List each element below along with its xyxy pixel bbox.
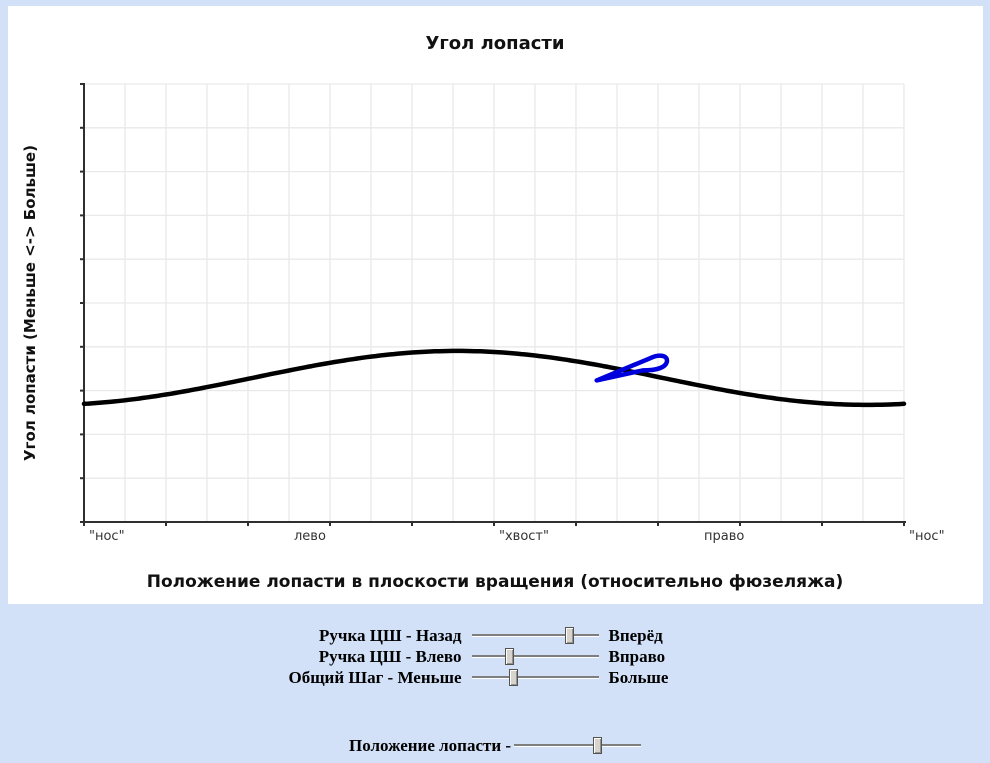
x-tick-label: лево bbox=[294, 529, 326, 544]
blade-angle-chart: "нос" лево "хвост" право "нос" bbox=[80, 83, 945, 544]
x-axis-label: Положение лопасти в плоскости вращения (… bbox=[146, 572, 844, 592]
cyclic-pitch-lateral-slider-thumb[interactable] bbox=[505, 648, 515, 665]
x-tick-label: "нос" bbox=[909, 529, 945, 544]
cyclic-pitch-fore-aft-label-right: Вперёд bbox=[608, 625, 663, 645]
collective-pitch-slider-track[interactable] bbox=[471, 676, 599, 679]
cyclic-pitch-fore-aft-slider-track[interactable] bbox=[471, 634, 599, 637]
blade-position-slider-row: Положение лопасти - bbox=[0, 735, 990, 756]
collective-pitch-slider-thumb[interactable] bbox=[508, 669, 518, 686]
chart-gridlines bbox=[83, 83, 905, 523]
cyclic-pitch-fore-aft-label-left: Ручка ЦШ - Назад bbox=[319, 625, 462, 645]
blade-position-slider-group: Положение лопасти - bbox=[0, 735, 990, 756]
cyclic-pitch-lateral-label-left: Ручка ЦШ - Влево bbox=[318, 646, 462, 666]
x-tick-label: "нос" bbox=[89, 529, 125, 544]
blade-position-slider-track[interactable] bbox=[514, 744, 641, 747]
stick-sliders-group: Ручка ЦШ - Назад Вперёд Ручка ЦШ - Влево Вп… bbox=[0, 625, 990, 688]
x-tick-labels: "нос" лево "хвост" право "нос" bbox=[89, 529, 945, 544]
collective-pitch-slider[interactable] bbox=[471, 669, 599, 686]
blade-position-label-left: Положение лопасти - bbox=[349, 735, 512, 755]
cyclic-pitch-lateral-slider-row: Ручка ЦШ - Влево Вправо bbox=[0, 646, 990, 667]
collective-pitch-slider-row: Общий Шаг - Меньше Больше bbox=[0, 667, 990, 688]
cyclic-pitch-fore-aft-slider-thumb[interactable] bbox=[564, 627, 574, 644]
blade-position-slider[interactable] bbox=[514, 737, 641, 754]
blade-position-slider-thumb[interactable] bbox=[593, 737, 603, 754]
cyclic-pitch-lateral-label-right: Вправо bbox=[608, 646, 666, 666]
control-panel: Ручка ЦШ - Назад Вперёд Ручка ЦШ - Влево Вп… bbox=[0, 604, 990, 763]
blade-airfoil-marker-icon bbox=[594, 353, 670, 383]
cyclic-pitch-lateral-slider[interactable] bbox=[471, 648, 599, 665]
chart-axes bbox=[80, 83, 906, 526]
cyclic-pitch-fore-aft-slider-row: Ручка ЦШ - Назад Вперёд bbox=[0, 625, 990, 646]
cyclic-pitch-fore-aft-slider[interactable] bbox=[471, 627, 599, 644]
chart-title: Угол лопасти bbox=[425, 33, 565, 54]
x-tick-label: право bbox=[704, 529, 744, 544]
chart-panel bbox=[8, 6, 983, 604]
blade-angle-curve bbox=[81, 348, 907, 408]
cyclic-pitch-lateral-slider-track[interactable] bbox=[471, 655, 599, 658]
collective-pitch-label-right: Больше bbox=[608, 667, 669, 687]
x-tick-label: "хвост" bbox=[499, 529, 549, 544]
collective-pitch-label-left: Общий Шаг - Меньше bbox=[288, 667, 462, 687]
